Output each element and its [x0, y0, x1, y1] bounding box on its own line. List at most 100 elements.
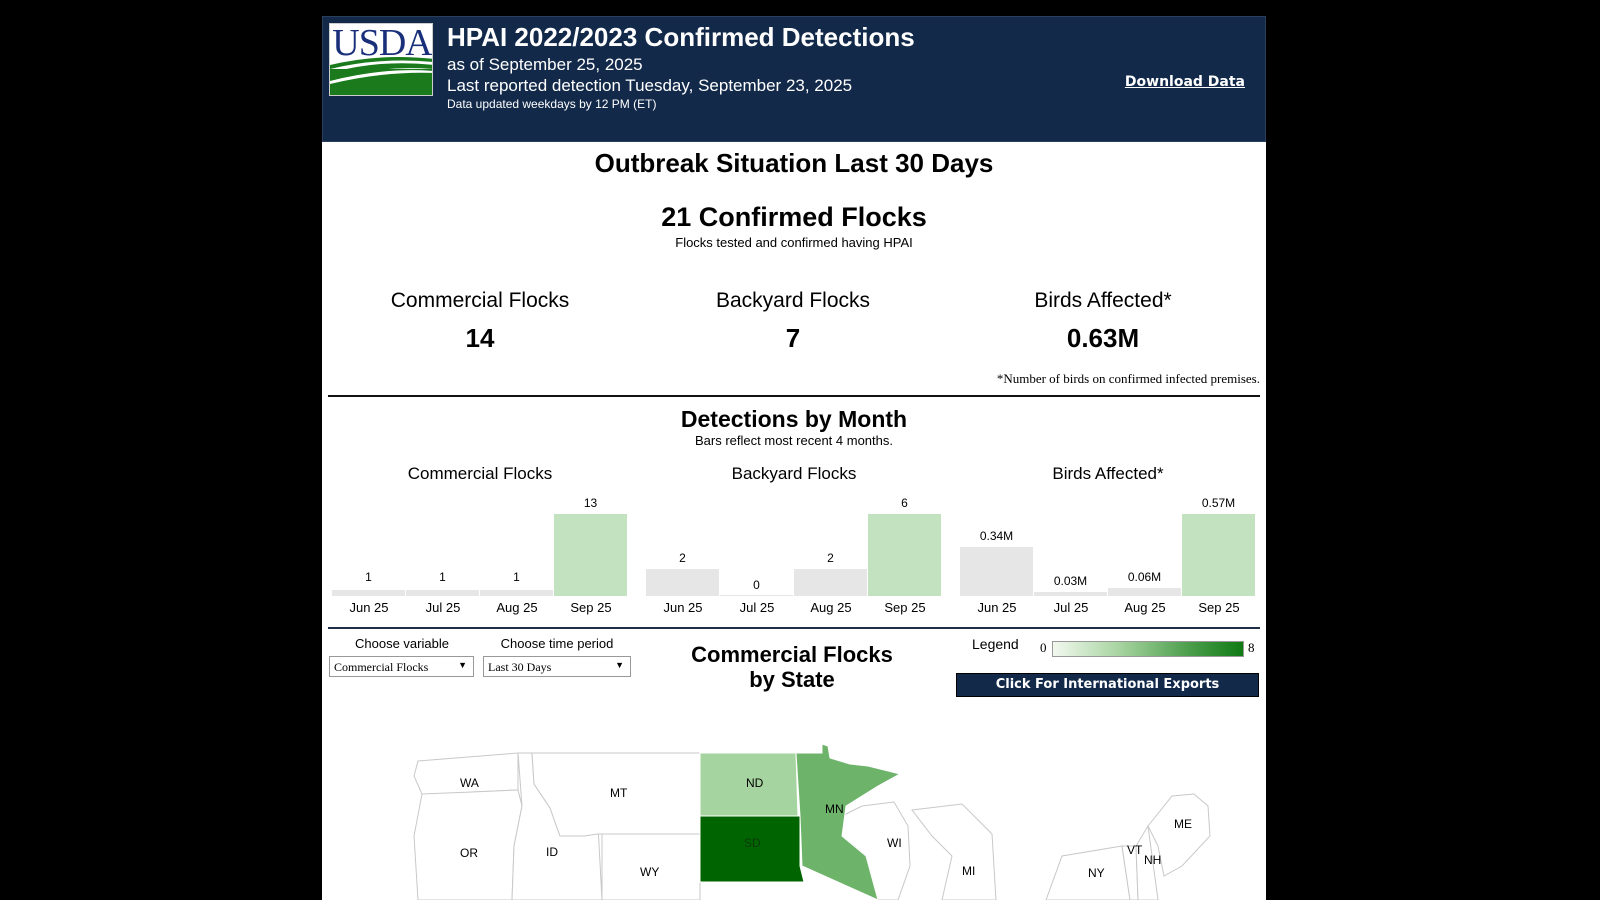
- bar[interactable]: [1034, 592, 1107, 596]
- birds-footnote: *Number of birds on confirmed infected p…: [996, 371, 1260, 386]
- bar-jun[interactable]: 2: [646, 496, 720, 596]
- chart-title: Birds Affected*: [1052, 464, 1164, 483]
- bar-value: 0.34M: [979, 529, 1014, 543]
- state-label-id[interactable]: ID: [546, 845, 558, 859]
- state-label-wi[interactable]: WI: [887, 836, 902, 850]
- kpi-value: 0.63M: [1066, 323, 1140, 353]
- chart-backyard-flocks: Backyard Flocks 2 0 2 6 Jun 25 Jul 25 Au…: [646, 456, 942, 621]
- section-divider: [328, 627, 1260, 629]
- kpi-label: Birds Affected*: [1034, 289, 1172, 312]
- state-label-nh[interactable]: NH: [1144, 853, 1162, 867]
- kpi-birds-affected: Birds Affected* 0.63M: [953, 289, 1253, 354]
- dashboard-title: HPAI 2022/2023 Confirmed Detections: [447, 22, 915, 52]
- kpi-commercial-flocks: Commercial Flocks 14: [330, 289, 630, 354]
- bar-value: 1: [365, 570, 372, 584]
- state-label-mt[interactable]: MT: [610, 786, 628, 800]
- international-exports-button[interactable]: Click For International Exports: [956, 673, 1259, 697]
- bar-category: Aug 25: [496, 600, 538, 615]
- bar-value: 1: [513, 570, 520, 584]
- bar-value: 0.03M: [1053, 574, 1088, 588]
- bar-jul[interactable]: 1: [406, 496, 480, 596]
- state-label-wa[interactable]: WA: [460, 776, 479, 790]
- kpi-value: 7: [785, 323, 801, 353]
- state-label-or[interactable]: OR: [460, 846, 478, 860]
- time-period-select[interactable]: Last 30 Days ▼: [483, 656, 631, 677]
- bar-jul[interactable]: 0: [720, 496, 794, 596]
- bar[interactable]: [554, 514, 627, 596]
- choose-variable-label: Choose variable: [355, 636, 449, 651]
- variable-select[interactable]: Commercial Flocks ▼: [329, 656, 474, 677]
- dropdown-arrow-icon: ▼: [458, 660, 467, 670]
- bar-jun[interactable]: 0.34M: [960, 496, 1034, 596]
- bar-category: Jul 25: [739, 600, 775, 615]
- confirmed-flocks-title: 21 Confirmed Flocks: [661, 202, 927, 232]
- bar-aug[interactable]: 1: [480, 496, 554, 596]
- bar[interactable]: [1182, 514, 1255, 596]
- bar-category: Aug 25: [1124, 600, 1166, 615]
- state-label-vt[interactable]: VT: [1127, 843, 1143, 857]
- bar-category: Sep 25: [884, 600, 926, 615]
- map-title-line1: Commercial Flocks: [691, 642, 893, 667]
- download-data-link[interactable]: Download Data: [1124, 74, 1245, 90]
- chart-birds-affected: Birds Affected* 0.34M 0.03M 0.06M 0.57M …: [960, 456, 1256, 621]
- dashboard-page: USDA HPAI 2022/2023 Confirmed Detections…: [322, 16, 1266, 900]
- section-divider: [328, 395, 1260, 397]
- bar[interactable]: [406, 590, 479, 596]
- bar-jul[interactable]: 0.03M: [1034, 496, 1108, 596]
- bar[interactable]: [720, 595, 793, 596]
- bar-value: 6: [901, 496, 908, 510]
- state-label-me[interactable]: ME: [1174, 817, 1192, 831]
- confirmed-flocks-subtitle: Flocks tested and confirmed having HPAI: [675, 235, 913, 250]
- bar-value: 0.57M: [1201, 496, 1236, 510]
- as-of-date: as of September 25, 2025: [447, 55, 643, 74]
- kpi-label: Commercial Flocks: [390, 289, 570, 312]
- bar-category: Sep 25: [1198, 600, 1240, 615]
- update-note: Data updated weekdays by 12 PM (ET): [447, 97, 657, 111]
- bar-category: Aug 25: [810, 600, 852, 615]
- state-label-ny[interactable]: NY: [1088, 866, 1105, 880]
- bar-sep[interactable]: 0.57M: [1182, 496, 1256, 596]
- last-detection: Last reported detection Tuesday, Septemb…: [447, 76, 853, 95]
- detections-subtitle: Bars reflect most recent 4 months.: [695, 433, 893, 448]
- bar[interactable]: [794, 569, 867, 596]
- header-banner: USDA HPAI 2022/2023 Confirmed Detections…: [322, 16, 1266, 142]
- bar-category: Sep 25: [570, 600, 612, 615]
- bar[interactable]: [480, 590, 553, 596]
- bar-aug[interactable]: 0.06M: [1108, 496, 1182, 596]
- chart-title: Commercial Flocks: [407, 464, 553, 483]
- bar-aug[interactable]: 2: [794, 496, 868, 596]
- state-label-wy[interactable]: WY: [640, 865, 660, 879]
- time-period-select-value: Last 30 Days: [488, 660, 552, 674]
- map-title: Commercial Flocks by State: [642, 642, 942, 692]
- bar-area: 2 0 2 6: [646, 496, 942, 596]
- kpi-label: Backyard Flocks: [715, 289, 871, 312]
- state-label-mn[interactable]: MN: [825, 802, 844, 816]
- legend-min: 0: [1040, 640, 1047, 655]
- legend-color-scale: [1052, 641, 1244, 657]
- bar-value: 0: [753, 578, 760, 592]
- usda-logo: USDA: [329, 23, 433, 96]
- bar[interactable]: [960, 547, 1033, 596]
- map-title-line2: by State: [749, 667, 835, 692]
- kpi-backyard-flocks: Backyard Flocks 7: [643, 289, 943, 354]
- bar-jun[interactable]: 1: [332, 496, 406, 596]
- state-label-sd[interactable]: SD: [744, 836, 761, 850]
- chart-title: Backyard Flocks: [731, 464, 857, 483]
- bar[interactable]: [646, 569, 719, 596]
- bar-category: Jun 25: [349, 600, 389, 615]
- bar[interactable]: [332, 590, 405, 596]
- variable-select-value: Commercial Flocks: [334, 660, 429, 674]
- us-state-map: WA OR ID MT WY ND SD MN WI MI NY VT NH M…: [322, 736, 1266, 900]
- state-label-mi[interactable]: MI: [962, 864, 976, 878]
- bar[interactable]: [1108, 588, 1181, 596]
- bar-sep[interactable]: 13: [554, 496, 628, 596]
- choose-period-label: Choose time period: [500, 636, 614, 651]
- state-label-nd[interactable]: ND: [746, 776, 764, 790]
- chart-commercial-flocks: Commercial Flocks 1 1 1 13 Jun 25 Jul 25…: [332, 456, 628, 621]
- bar-value: 1: [439, 570, 446, 584]
- bar-category: Jun 25: [663, 600, 703, 615]
- bar-sep[interactable]: 6: [868, 496, 942, 596]
- kpi-value: 14: [465, 323, 495, 353]
- bar[interactable]: [868, 514, 941, 596]
- outbreak-section-title: Outbreak Situation Last 30 Days: [594, 148, 994, 178]
